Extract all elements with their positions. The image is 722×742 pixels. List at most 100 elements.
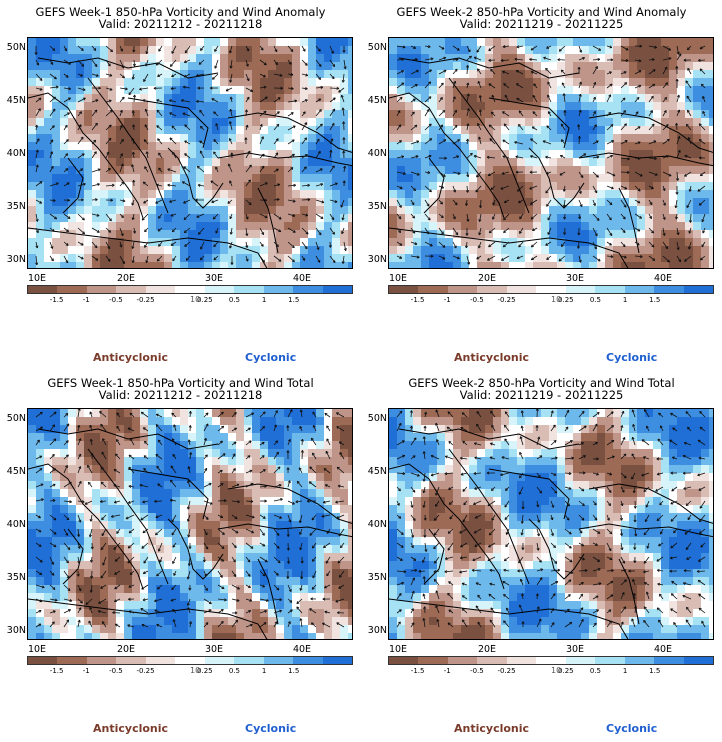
vorticity-cell — [284, 505, 293, 514]
vorticity-cell — [52, 545, 61, 554]
vorticity-cell — [244, 625, 253, 634]
vorticity-cell — [276, 150, 285, 159]
vorticity-cell — [212, 222, 221, 231]
vorticity-cell — [589, 166, 598, 175]
vorticity-cell — [124, 62, 133, 71]
wind-arrow — [466, 82, 470, 89]
vorticity-cell — [188, 38, 197, 47]
vorticity-cell — [140, 489, 149, 498]
vorticity-cell — [589, 158, 598, 167]
vorticity-cell — [509, 230, 518, 239]
vorticity-cell — [236, 505, 245, 514]
vorticity-cell — [461, 433, 470, 442]
vorticity-cell — [100, 206, 109, 215]
wind-arrow — [63, 570, 70, 579]
vorticity-cell — [661, 62, 670, 71]
vorticity-cell — [469, 158, 478, 167]
vorticity-cell — [397, 150, 406, 159]
vorticity-cell — [445, 174, 454, 183]
vorticity-cell — [100, 118, 109, 127]
vorticity-cell — [629, 174, 638, 183]
wind-arrow — [606, 171, 616, 177]
vorticity-cell — [316, 86, 325, 95]
wind-arrow — [169, 199, 177, 203]
wind-arrow — [127, 427, 135, 432]
vorticity-cell — [108, 609, 117, 618]
vorticity-cell — [196, 38, 205, 47]
vorticity-cell — [389, 206, 398, 215]
wind-arrow — [698, 123, 706, 131]
wind-arrow — [212, 213, 219, 220]
vorticity-cell — [501, 78, 510, 87]
vorticity-cell — [268, 254, 277, 263]
vorticity-cell — [204, 230, 213, 239]
vorticity-cell — [469, 134, 478, 143]
wind-arrow — [210, 180, 219, 187]
vorticity-cell — [68, 545, 77, 554]
wind-arrow — [662, 171, 672, 177]
wind-arrow — [501, 171, 510, 175]
vorticity-cell — [348, 70, 352, 79]
vorticity-cell — [28, 601, 37, 610]
vorticity-cell — [164, 78, 173, 87]
wind-arrow — [213, 241, 219, 248]
vorticity-cell — [292, 198, 301, 207]
wind-arrow — [49, 621, 55, 628]
vorticity-cell — [413, 166, 422, 175]
colorbar-swatch — [145, 286, 176, 293]
wind-arrow — [518, 199, 524, 204]
vorticity-cell — [148, 118, 157, 127]
vorticity-cell — [292, 521, 301, 530]
vorticity-cell — [348, 577, 352, 586]
vorticity-cell — [661, 246, 670, 255]
vorticity-cell — [284, 102, 293, 111]
vorticity-cell — [421, 262, 430, 268]
vorticity-cell — [276, 457, 285, 466]
vorticity-cell — [220, 214, 229, 223]
wind-arrow — [488, 45, 496, 52]
vorticity-cell — [52, 102, 61, 111]
vorticity-cell — [36, 126, 45, 135]
vorticity-cell — [605, 409, 614, 418]
vorticity-cell — [52, 457, 61, 466]
wind-arrow — [63, 213, 71, 220]
wind-arrow — [245, 227, 249, 237]
vorticity-cell — [116, 505, 125, 514]
vorticity-cell — [597, 62, 606, 71]
vorticity-cell — [52, 206, 61, 215]
vorticity-cell — [541, 182, 550, 191]
vorticity-cell — [116, 457, 125, 466]
wind-arrow — [452, 155, 459, 159]
wind-arrow — [466, 171, 470, 178]
vorticity-cell — [44, 222, 53, 231]
wind-arrow — [452, 139, 461, 145]
colorbar-swatch — [293, 286, 323, 293]
vorticity-cell — [268, 481, 277, 490]
vorticity-cell — [172, 457, 181, 466]
vorticity-cell — [76, 46, 85, 55]
vorticity-cell — [509, 118, 518, 127]
colorbar-swatch — [234, 286, 264, 293]
vorticity-cell — [196, 150, 205, 159]
vorticity-cell — [92, 102, 101, 111]
vorticity-cell — [501, 134, 510, 143]
vorticity-cell — [252, 585, 261, 594]
vorticity-cell — [693, 134, 702, 143]
vorticity-cell — [156, 62, 165, 71]
wind-arrow — [155, 528, 163, 536]
lon-label: 40E — [653, 273, 673, 284]
coastline — [127, 97, 209, 149]
lon-label: 10E — [27, 273, 47, 284]
vorticity-cell — [188, 46, 197, 55]
vorticity-cell — [180, 433, 189, 442]
vorticity-cell — [621, 433, 630, 442]
vorticity-cell — [284, 585, 293, 594]
vorticity-cell — [557, 190, 566, 199]
vorticity-cell — [453, 78, 462, 87]
vorticity-cell — [453, 262, 462, 268]
vorticity-cell — [188, 617, 197, 626]
vorticity-cell — [84, 577, 93, 586]
vorticity-cell — [308, 198, 317, 207]
vorticity-cell — [693, 230, 702, 239]
wind-arrow — [490, 68, 496, 75]
